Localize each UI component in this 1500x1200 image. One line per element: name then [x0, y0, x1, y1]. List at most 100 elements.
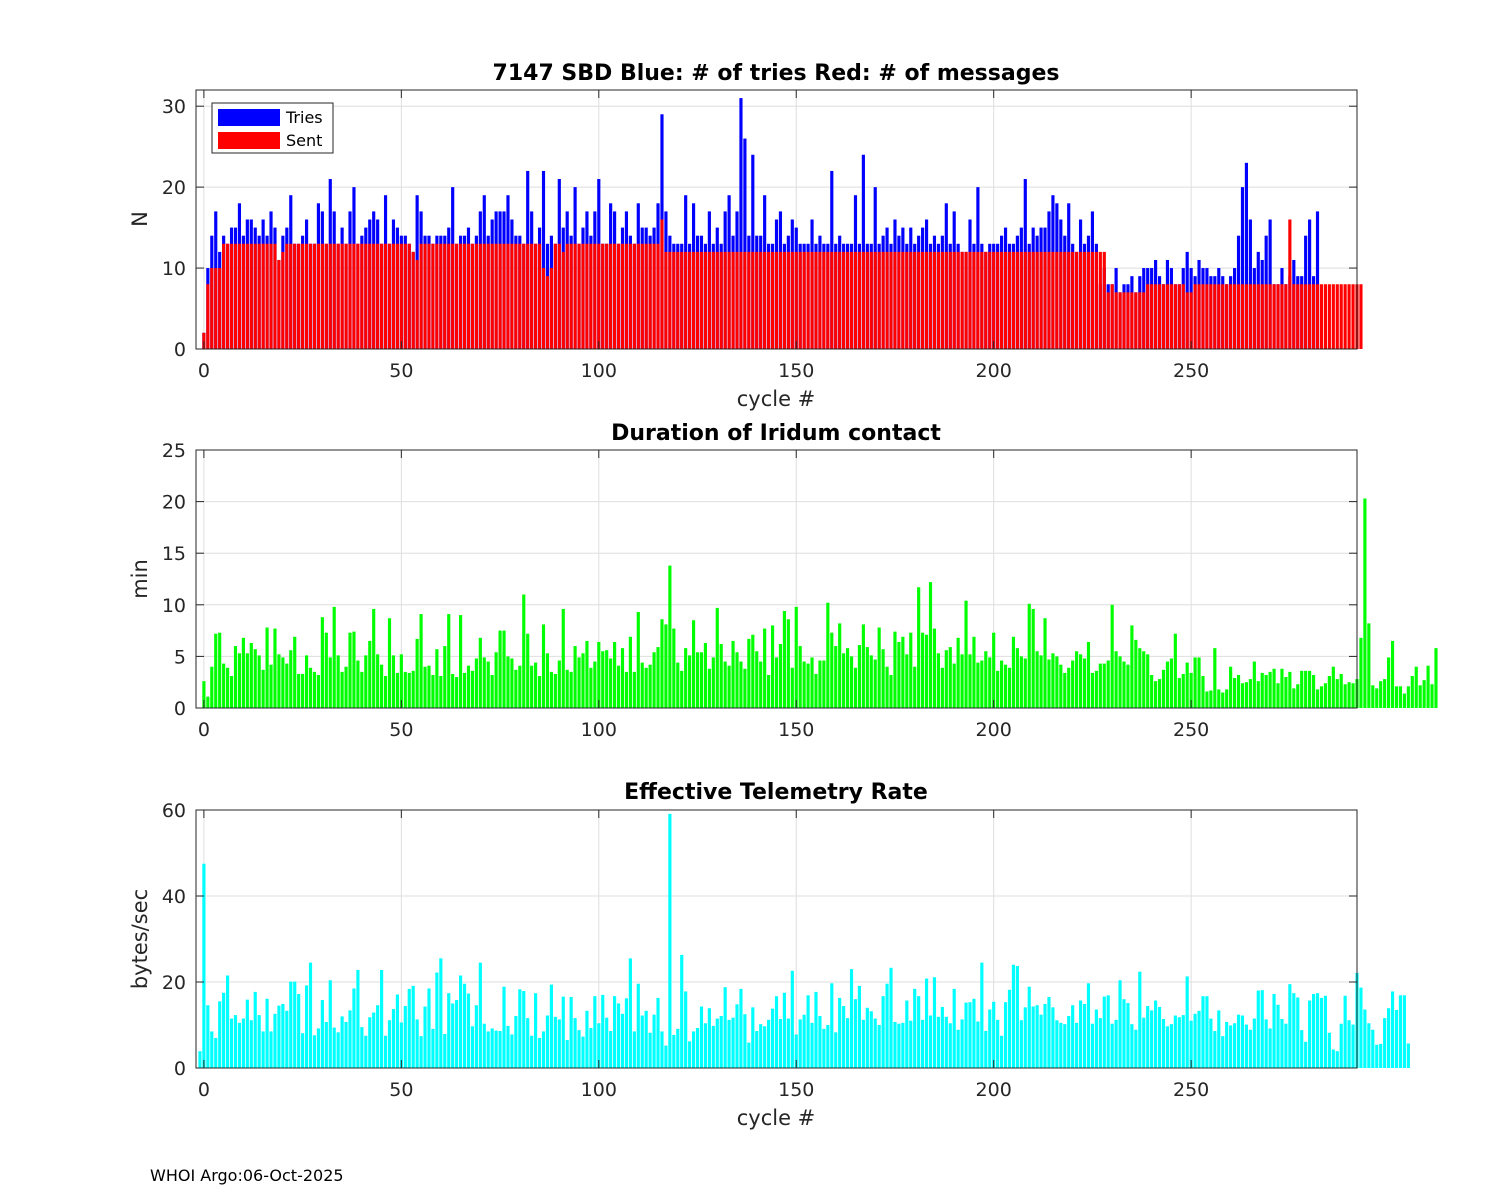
bar-duration — [304, 655, 309, 708]
ticks-telemetry-rate: 0 50 100 150 200 250 0 20 40 60 — [162, 800, 1357, 1101]
bar-sent — [427, 243, 431, 349]
bar-rate — [214, 1037, 218, 1068]
bar-duration — [948, 647, 952, 708]
xlabel-sbd: cycle # — [737, 387, 816, 411]
bar-sent — [1051, 251, 1055, 350]
bar-sent — [431, 243, 435, 349]
bar-sent — [391, 243, 396, 349]
bar-duration — [601, 651, 605, 708]
bar-duration — [459, 615, 463, 708]
bar-rate — [731, 1017, 735, 1068]
bar-sent — [218, 268, 222, 349]
bar-rate — [1027, 986, 1031, 1068]
bar-duration — [668, 565, 672, 708]
bar-rate — [245, 999, 249, 1068]
bar-duration — [688, 655, 692, 708]
bar-duration — [719, 644, 723, 708]
bar-rate — [707, 1008, 711, 1068]
bar-sent — [470, 243, 475, 349]
bar-duration — [1114, 651, 1118, 708]
bar-sent — [510, 243, 514, 349]
bar-duration — [636, 612, 640, 708]
bar-rate — [1260, 990, 1264, 1068]
bar-rate — [1398, 995, 1403, 1068]
bar-rate — [1047, 997, 1051, 1068]
bar-sent — [1201, 284, 1205, 349]
bar-duration — [1011, 636, 1016, 708]
bar-sent — [502, 243, 506, 349]
bar-duration — [1154, 681, 1158, 708]
bar-duration — [447, 614, 451, 708]
bar-rate — [818, 1015, 822, 1068]
bar-rate — [924, 978, 929, 1068]
bar-sent — [439, 243, 443, 349]
bar-rate — [312, 1035, 317, 1068]
bar-rate — [609, 1031, 613, 1068]
bar-sent — [1122, 292, 1126, 349]
bar-sent — [640, 243, 644, 349]
bar-sent — [1157, 284, 1162, 349]
panel-sbd: 0 50 100 150 200 250 0 10 20 30 7147 SBD Blue: # … — [128, 61, 1363, 411]
x-tick-label-duration: 0 — [198, 719, 210, 741]
bar-sent — [976, 251, 980, 350]
bar-duration — [565, 669, 569, 708]
bar-rate — [964, 1002, 968, 1068]
bar-rate — [1288, 984, 1292, 1068]
bar-duration — [699, 652, 704, 708]
bar-sent — [1229, 284, 1233, 349]
bar-sent — [802, 251, 806, 350]
y-tick-label-telemetry-rate: 40 — [162, 886, 186, 908]
bar-duration — [589, 667, 593, 708]
bar-duration — [451, 673, 455, 708]
bar-sent — [849, 251, 854, 350]
bar-duration — [715, 607, 719, 708]
bar-duration — [897, 641, 901, 708]
bar-rate — [1379, 1043, 1383, 1068]
bar-sent — [573, 243, 577, 349]
x-tick-label-telemetry-rate: 150 — [778, 1079, 814, 1101]
bar-sent — [624, 243, 629, 349]
bar-rate — [992, 1001, 996, 1068]
bar-sent — [245, 243, 249, 349]
bar-rate — [1311, 994, 1316, 1068]
bar-sent — [474, 243, 478, 349]
bar-sent — [285, 243, 289, 349]
bar-duration — [1252, 661, 1256, 708]
bar-duration — [810, 657, 814, 708]
bar-duration — [380, 664, 384, 708]
bar-sent — [1331, 284, 1335, 349]
bar-duration — [905, 654, 909, 708]
bar-sent — [364, 243, 368, 349]
bar-sent — [210, 268, 214, 349]
bar-rate — [1406, 1043, 1410, 1068]
bar-duration — [822, 660, 826, 708]
bar-sent — [1217, 284, 1221, 349]
bar-sent — [1146, 284, 1150, 349]
bar-duration — [293, 636, 297, 708]
bar-duration — [411, 670, 415, 708]
bar-sent — [980, 251, 984, 350]
bar-duration — [1126, 664, 1130, 708]
bar-sent — [806, 251, 810, 350]
bar-sent — [932, 251, 937, 350]
bar-sent — [1323, 284, 1327, 349]
bar-duration — [435, 649, 439, 708]
bar-rate — [265, 998, 269, 1068]
bar-sent — [861, 251, 865, 350]
bar-duration — [1276, 683, 1280, 708]
bar-sent — [1221, 284, 1225, 349]
y-tick-label-duration: 10 — [162, 595, 186, 617]
bar-rate — [834, 1032, 838, 1068]
bar-sent — [826, 251, 830, 350]
bar-rate — [1067, 1015, 1071, 1068]
bar-rate — [486, 1031, 490, 1068]
bar-rate — [257, 1015, 261, 1068]
bar-sent — [684, 251, 688, 350]
bar-rate — [1193, 1013, 1197, 1068]
bar-duration — [1292, 688, 1296, 708]
bar-rate — [431, 1028, 435, 1068]
bar-sent — [636, 243, 640, 349]
bar-duration — [372, 608, 376, 708]
bar-sent — [348, 243, 352, 349]
bar-rate — [972, 998, 976, 1068]
